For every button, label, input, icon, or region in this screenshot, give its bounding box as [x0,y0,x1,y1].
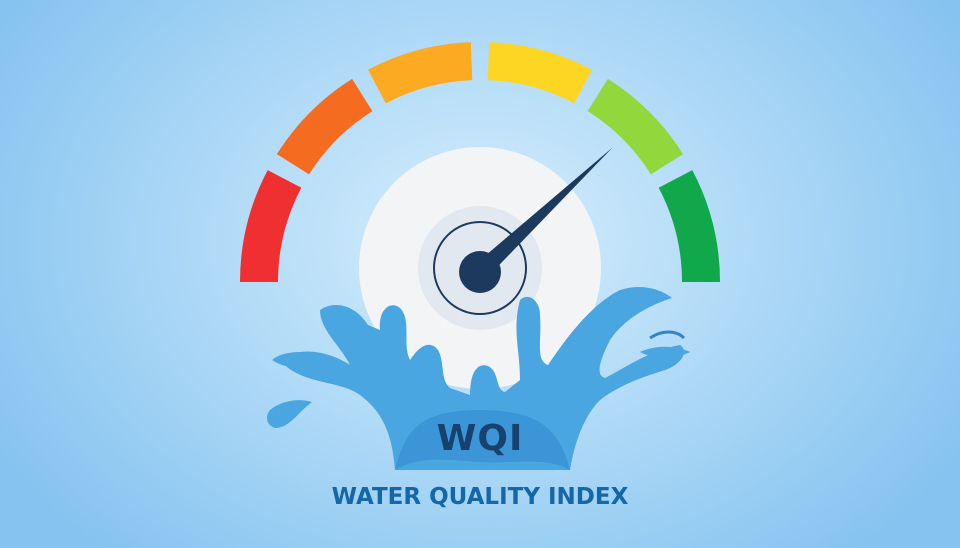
gauge-segment [587,78,684,175]
page-title: WATER QUALITY INDEX [331,484,629,510]
water-splash [267,287,690,470]
gauge-scale [240,42,720,282]
gauge-segment [368,42,473,104]
gauge-segment [487,42,592,104]
gauge-needle [473,147,613,279]
wqi-label: WQI [436,418,524,459]
gauge-segment [276,78,373,175]
gauge-segment [240,170,302,282]
dial-ring [433,221,527,315]
gauge-segment [658,170,720,282]
needle-hub [459,251,501,293]
